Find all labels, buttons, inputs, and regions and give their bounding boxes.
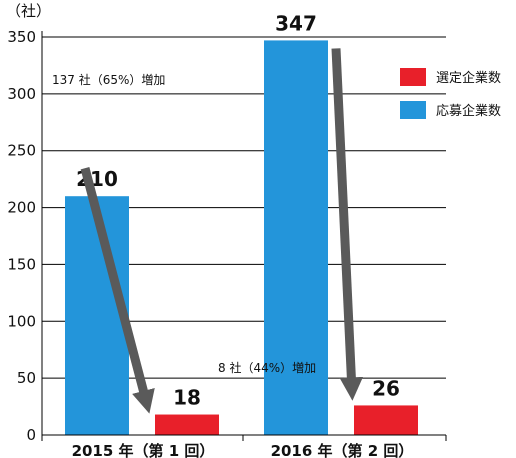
y-tick-label: 0 xyxy=(26,426,36,444)
data-label-selected-0: 18 xyxy=(173,386,201,410)
y-tick-label: 200 xyxy=(7,199,36,217)
y-tick-label: 350 xyxy=(7,28,36,46)
data-label-selected-1: 26 xyxy=(372,376,400,400)
bars xyxy=(65,40,418,435)
y-tick-label: 100 xyxy=(7,312,36,330)
y-tick-label: 150 xyxy=(7,255,36,273)
legend-swatch-selected xyxy=(400,68,426,86)
data-label-applicants-1: 347 xyxy=(275,11,317,35)
y-tick-label: 250 xyxy=(7,142,36,160)
bar-selected-0 xyxy=(155,414,219,435)
legend: 選定企業数 応募企業数 xyxy=(400,68,501,119)
legend-swatch-applicants xyxy=(400,101,426,119)
arrow-applicants-increase xyxy=(80,167,155,414)
legend-label-selected: 選定企業数 xyxy=(436,70,501,86)
annotation-applicants-increase: 137 社（65%）増加 xyxy=(52,72,165,87)
axes: 0 50 100 150 200 250 300 350 2015 年（第 1 回） 2016 年… xyxy=(7,28,447,458)
y-tick-label: 300 xyxy=(7,85,36,103)
x-category-label: 2015 年（第 1 回） xyxy=(72,442,215,458)
y-tick-label: 50 xyxy=(17,369,36,387)
x-category-label: 2016 年（第 2 回） xyxy=(271,442,414,458)
legend-label-applicants: 応募企業数 xyxy=(436,103,501,119)
increase-arrows xyxy=(80,48,364,414)
annotation-selected-increase: 8 社（44%）増加 xyxy=(218,360,316,375)
bar-selected-1 xyxy=(354,405,418,435)
bar-applicants-1 xyxy=(264,40,328,435)
arrow-selected-increase xyxy=(331,48,364,401)
y-unit-label: （社） xyxy=(6,2,51,20)
bar-applicants-0 xyxy=(65,196,129,435)
